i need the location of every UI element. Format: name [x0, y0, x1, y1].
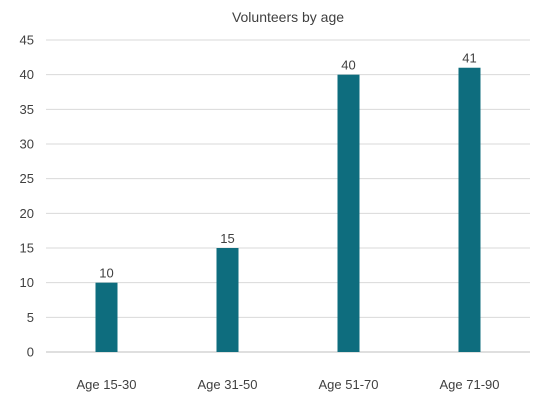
data-label: 15	[220, 231, 234, 246]
gridlines	[46, 39, 530, 353]
bar-4	[458, 67, 481, 352]
x-tick-label: Age 15-30	[77, 377, 137, 392]
x-tick-label: Age 31-50	[198, 377, 258, 392]
y-tick-label: 35	[20, 102, 34, 117]
bar-3	[337, 74, 360, 353]
y-tick-label: 10	[20, 275, 34, 290]
y-tick-label: 45	[20, 33, 34, 48]
y-tick-label: 0	[27, 345, 34, 360]
y-tick-label: 5	[27, 310, 34, 325]
data-label: 41	[462, 51, 476, 66]
bars	[95, 67, 481, 353]
y-tick-label: 25	[20, 171, 34, 186]
data-label: 40	[341, 58, 355, 73]
y-tick-label: 40	[20, 67, 34, 82]
bar-2	[216, 248, 239, 352]
x-tick-label: Age 71-90	[440, 377, 500, 392]
data-labels: 10 15 40 41	[99, 51, 476, 281]
y-tick-label: 15	[20, 241, 34, 256]
bar-1	[95, 282, 118, 352]
y-axis-ticks: 0 5 10 15 20 25 30 35 40 45	[20, 33, 34, 360]
data-label: 10	[99, 266, 113, 281]
x-axis-ticks: Age 15-30 Age 31-50 Age 51-70 Age 71-90	[77, 377, 500, 392]
y-tick-label: 30	[20, 137, 34, 152]
chart-title: Volunteers by age	[232, 9, 344, 25]
x-tick-label: Age 51-70	[319, 377, 379, 392]
y-tick-label: 20	[20, 206, 34, 221]
